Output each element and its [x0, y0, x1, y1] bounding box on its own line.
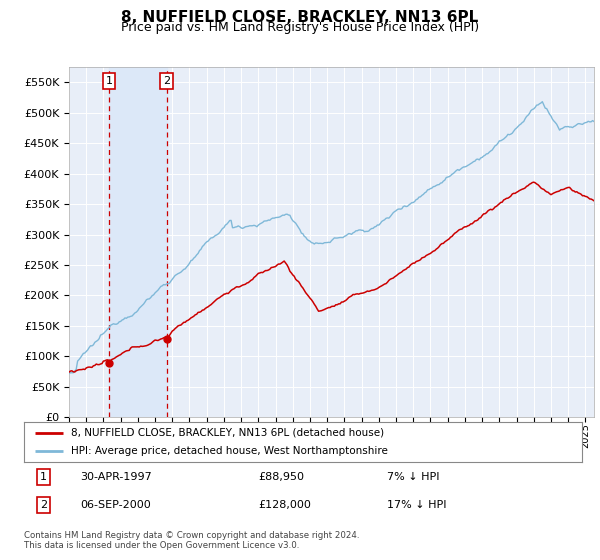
Text: £88,950: £88,950: [259, 472, 304, 482]
Text: Contains HM Land Registry data © Crown copyright and database right 2024.
This d: Contains HM Land Registry data © Crown c…: [24, 531, 359, 550]
Text: 8, NUFFIELD CLOSE, BRACKLEY, NN13 6PL: 8, NUFFIELD CLOSE, BRACKLEY, NN13 6PL: [121, 10, 479, 25]
Bar: [109, 67, 167, 417]
Text: 1: 1: [40, 472, 47, 482]
Text: 2: 2: [163, 76, 170, 86]
Text: 8, NUFFIELD CLOSE, BRACKLEY, NN13 6PL (detached house): 8, NUFFIELD CLOSE, BRACKLEY, NN13 6PL (d…: [71, 428, 385, 437]
Text: 1: 1: [106, 76, 113, 86]
Text: 17% ↓ HPI: 17% ↓ HPI: [387, 500, 446, 510]
Text: 30-APR-1997: 30-APR-1997: [80, 472, 152, 482]
Text: HPI: Average price, detached house, West Northamptonshire: HPI: Average price, detached house, West…: [71, 446, 388, 456]
Text: 7% ↓ HPI: 7% ↓ HPI: [387, 472, 439, 482]
Text: 2: 2: [40, 500, 47, 510]
Text: Price paid vs. HM Land Registry's House Price Index (HPI): Price paid vs. HM Land Registry's House …: [121, 21, 479, 34]
Text: £128,000: £128,000: [259, 500, 311, 510]
Text: 06-SEP-2000: 06-SEP-2000: [80, 500, 151, 510]
